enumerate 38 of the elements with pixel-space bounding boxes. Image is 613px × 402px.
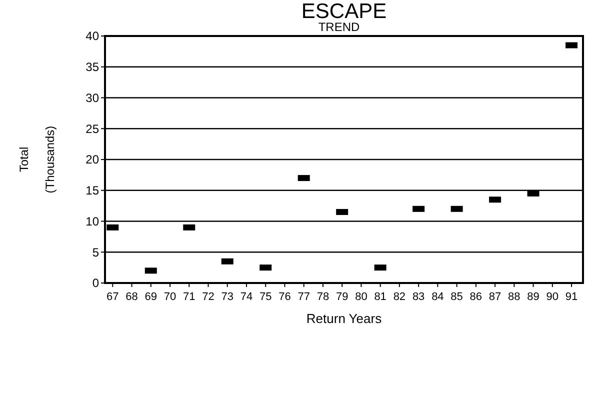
x-tick-label: 81 bbox=[374, 291, 386, 303]
x-tick-label: 80 bbox=[355, 291, 368, 303]
y-tick-label: 5 bbox=[92, 245, 100, 260]
x-tick-label: 86 bbox=[470, 291, 482, 303]
y-tick-label: 10 bbox=[86, 214, 100, 228]
x-tick-label: 69 bbox=[144, 291, 158, 303]
x-tick-label: 91 bbox=[565, 291, 578, 303]
x-tick-label: 84 bbox=[432, 291, 444, 303]
x-tick-label: 82 bbox=[393, 291, 406, 303]
x-tick-label: 68 bbox=[126, 291, 138, 303]
x-axis-title: Return Years bbox=[306, 311, 382, 326]
x-tick-label: 72 bbox=[202, 291, 214, 303]
y-tick-label: 15 bbox=[86, 184, 100, 198]
y-axis-title: Total (Thousands) bbox=[17, 126, 57, 194]
x-tick-label: 71 bbox=[183, 291, 196, 303]
x-tick-label: 77 bbox=[298, 291, 310, 303]
x-tick-label: 88 bbox=[508, 291, 520, 303]
chart-title: ESCAPE bbox=[301, 0, 387, 23]
chart-subtitle: TREND bbox=[318, 20, 360, 34]
y-tick-label: 35 bbox=[86, 60, 100, 74]
x-tick-label: 89 bbox=[527, 291, 540, 303]
x-tick-label: 79 bbox=[336, 291, 348, 303]
y-tick-label: 40 bbox=[86, 29, 100, 44]
x-tick-label: 67 bbox=[106, 291, 119, 303]
y-tick-label: 0 bbox=[92, 276, 100, 290]
x-tick-label: 73 bbox=[221, 291, 234, 303]
y-tick-label: 25 bbox=[86, 122, 100, 136]
x-tick-label: 70 bbox=[164, 291, 176, 303]
x-tick-label: 74 bbox=[240, 291, 253, 303]
x-tick-label: 78 bbox=[316, 291, 330, 303]
x-tick-label: 87 bbox=[488, 291, 502, 303]
y-tick-label: 30 bbox=[86, 90, 100, 105]
x-tick-label: 76 bbox=[278, 291, 291, 303]
x-tick-label: 75 bbox=[259, 291, 272, 303]
y-tick-label: 20 bbox=[86, 152, 100, 167]
x-tick-label: 85 bbox=[450, 291, 463, 303]
x-tick-label: 90 bbox=[546, 291, 559, 303]
x-tick-label: 83 bbox=[412, 291, 425, 303]
